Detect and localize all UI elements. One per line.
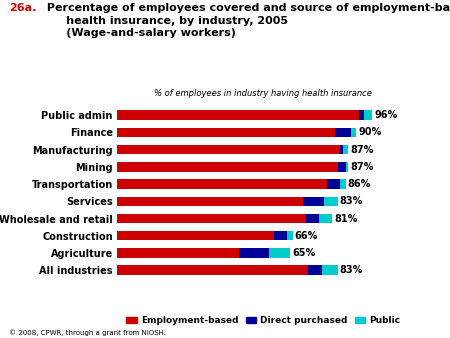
- Bar: [117, 196, 303, 206]
- Bar: [364, 111, 372, 120]
- Text: 86%: 86%: [348, 179, 371, 189]
- Bar: [117, 265, 308, 275]
- Text: % of employees in industry having health insurance: % of employees in industry having health…: [154, 89, 372, 98]
- Text: 83%: 83%: [340, 265, 363, 275]
- Bar: [343, 145, 348, 154]
- Text: 87%: 87%: [351, 162, 374, 172]
- Bar: [346, 162, 348, 172]
- Bar: [117, 128, 335, 137]
- Bar: [239, 248, 269, 258]
- Text: © 2008, CPWR, through a grant from NIOSH.: © 2008, CPWR, through a grant from NIOSH…: [9, 330, 166, 336]
- Bar: [324, 196, 338, 206]
- Text: 83%: 83%: [340, 196, 363, 206]
- Text: 65%: 65%: [292, 248, 315, 258]
- Bar: [340, 179, 346, 189]
- Bar: [117, 145, 340, 154]
- Bar: [117, 248, 239, 258]
- Text: 81%: 81%: [334, 214, 358, 223]
- Text: Percentage of employees covered and source of employment-based
      health insu: Percentage of employees covered and sour…: [43, 3, 450, 38]
- Bar: [335, 128, 351, 137]
- Text: 26a.: 26a.: [9, 3, 36, 14]
- Text: 66%: 66%: [295, 231, 318, 241]
- Legend: Employment-based, Direct purchased, Public: Employment-based, Direct purchased, Publ…: [123, 313, 404, 329]
- Text: 87%: 87%: [351, 145, 374, 154]
- Bar: [274, 231, 287, 240]
- Bar: [340, 145, 343, 154]
- Bar: [327, 179, 340, 189]
- Bar: [306, 214, 319, 223]
- Bar: [117, 162, 338, 172]
- Bar: [303, 196, 324, 206]
- Bar: [117, 231, 274, 240]
- Bar: [308, 265, 322, 275]
- Bar: [117, 179, 327, 189]
- Bar: [117, 111, 359, 120]
- Bar: [359, 111, 364, 120]
- Bar: [351, 128, 356, 137]
- Text: 90%: 90%: [359, 127, 382, 137]
- Bar: [319, 214, 333, 223]
- Bar: [322, 265, 338, 275]
- Text: 96%: 96%: [374, 110, 398, 120]
- Bar: [338, 162, 346, 172]
- Bar: [287, 231, 292, 240]
- Bar: [269, 248, 290, 258]
- Bar: [117, 214, 306, 223]
